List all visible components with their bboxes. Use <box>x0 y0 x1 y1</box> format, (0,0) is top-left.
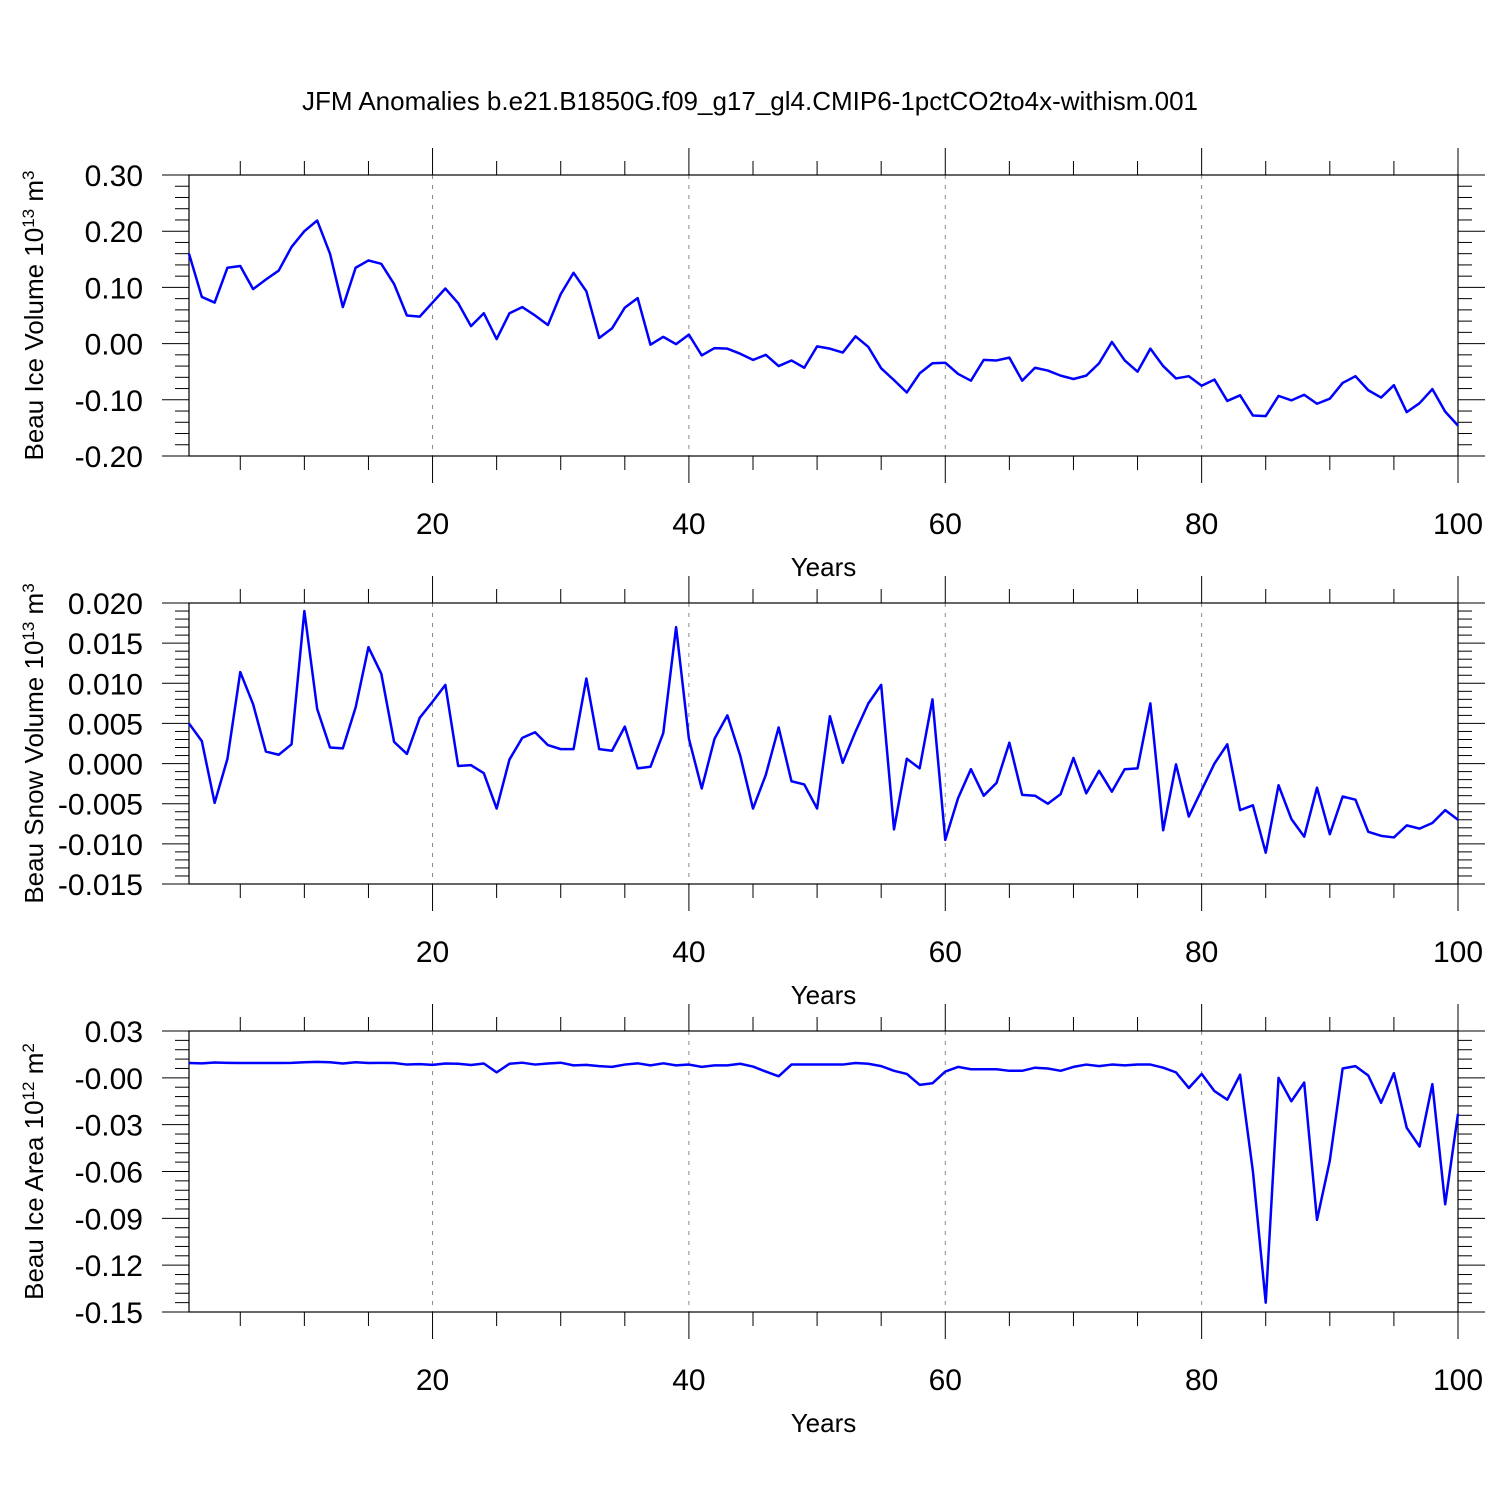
y-tick-label: -0.015 <box>58 869 143 902</box>
x-tick-label: 20 <box>416 936 449 969</box>
y-tick-label: -0.15 <box>75 1297 143 1330</box>
x-tick-label: 40 <box>672 1364 705 1397</box>
x-tick-label: 20 <box>416 508 449 541</box>
y-tick-label: -0.20 <box>75 441 143 474</box>
chart-panel-2: 0.020 0.015 0.010 0.005 0.000 -0.005 -0.010 -0.… <box>19 576 1485 1010</box>
y-tick-label: 0.005 <box>68 708 143 741</box>
x-tick-label: 100 <box>1433 1364 1483 1397</box>
y-axis-label: Beau Snow Volume 1013 m3 <box>19 583 50 903</box>
y-tick-label: 0.10 <box>85 272 143 305</box>
x-tick-label: 80 <box>1185 508 1218 541</box>
y-tick-label: 0.20 <box>85 216 143 249</box>
plot-frame <box>188 174 1459 457</box>
x-axis-label: Years <box>791 552 857 582</box>
plot-frame <box>188 602 1459 885</box>
y-tick-label: 0.00 <box>85 329 143 362</box>
series-line <box>187 219 1459 427</box>
x-axis-label: Years <box>791 980 857 1010</box>
x-tick-label: 20 <box>416 1364 449 1397</box>
x-tick-label: 60 <box>929 1364 962 1397</box>
y-tick-label: 0.015 <box>68 628 143 661</box>
y-axis-label: Beau Ice Volume 1013 m3 <box>19 171 50 461</box>
x-tick-label: 80 <box>1185 936 1218 969</box>
y-tick-label: 0.000 <box>68 749 143 782</box>
y-axis-label: Beau Ice Area 1012 m2 <box>19 1043 50 1300</box>
y-tick-label: 0.03 <box>85 1016 143 1049</box>
series-line <box>187 609 1459 854</box>
y-tick-label: -0.12 <box>75 1250 143 1283</box>
x-axis-label: Years <box>791 1408 857 1438</box>
y-tick-label: 0.010 <box>68 668 143 701</box>
x-tick-label: 80 <box>1185 1364 1218 1397</box>
figure-title: JFM Anomalies b.e21.B1850G.f09_g17_gl4.C… <box>301 86 1199 116</box>
x-tick-label: 60 <box>929 508 962 541</box>
chart-panel-1: 0.30 0.20 0.10 0.00 -0.10 -0.20 20 40 60 80 100 Yea… <box>19 148 1485 582</box>
chart-panel-3: 0.03 -0.00 -0.03 -0.06 -0.09 -0.12 -0.15 20 40 60… <box>19 1004 1485 1438</box>
series-line <box>188 1060 1460 1304</box>
y-tick-label: -0.010 <box>58 829 143 862</box>
x-tick-label: 40 <box>672 936 705 969</box>
x-tick-label: 40 <box>672 508 705 541</box>
y-tick-label: -0.10 <box>75 385 143 418</box>
y-tick-label: -0.06 <box>75 1157 143 1190</box>
y-tick-label: -0.005 <box>58 789 143 822</box>
y-tick-label: 0.30 <box>85 160 143 193</box>
y-tick-label: -0.03 <box>75 1110 143 1143</box>
x-tick-label: 60 <box>929 936 962 969</box>
y-tick-label: -0.09 <box>75 1203 143 1236</box>
x-tick-label: 100 <box>1433 508 1483 541</box>
y-tick-label: 0.020 <box>68 588 143 621</box>
y-tick-label: -0.00 <box>75 1063 143 1096</box>
x-tick-label: 100 <box>1433 936 1483 969</box>
